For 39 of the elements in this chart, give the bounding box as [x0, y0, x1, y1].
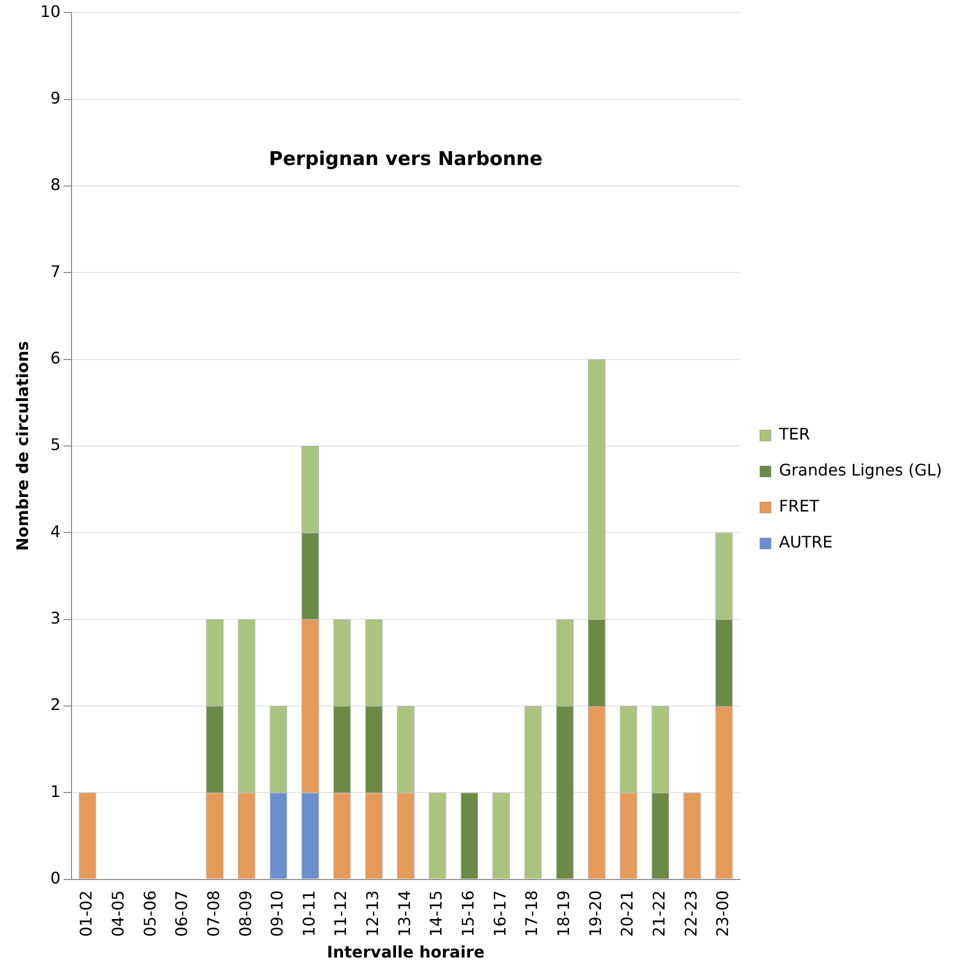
- x-tick-label: 05-06: [140, 890, 160, 937]
- y-tick-label: 3: [50, 608, 61, 628]
- y-tick-label: 10: [40, 2, 61, 21]
- x-tick-label: 20-21: [618, 890, 637, 937]
- y-tick-label: 8: [50, 175, 61, 194]
- legend-label: FRET: [778, 496, 820, 516]
- x-tick-label: 09-10: [268, 890, 287, 937]
- y-axis-title: Nombre de circulations: [12, 341, 32, 551]
- x-tick-label: 15-16: [458, 890, 478, 937]
- legend-label: Grandes Lignes (GL): [778, 460, 942, 480]
- x-tick-label: 11-12: [331, 890, 350, 937]
- y-tick-label: 4: [50, 522, 61, 541]
- x-tick-label: 18-19: [554, 890, 574, 937]
- x-tick-label: 01-02: [76, 890, 96, 937]
- x-tick-label: 23-00: [713, 890, 732, 937]
- legend-label: TER: [778, 424, 810, 444]
- x-axis-title: Intervalle horaire: [326, 942, 485, 962]
- x-tick-label: 06-07: [172, 890, 192, 937]
- y-tick-label: 7: [50, 262, 61, 281]
- legend-label: AUTRE: [778, 532, 833, 552]
- x-tick-label: 10-11: [299, 890, 318, 937]
- x-tick-label: 19-20: [586, 890, 605, 937]
- y-tick-label: 0: [50, 868, 61, 888]
- y-tick-label: 5: [50, 435, 61, 454]
- y-tick-label: 9: [50, 88, 61, 108]
- x-tick-label: 13-14: [394, 890, 414, 937]
- y-tick-label: 1: [50, 782, 61, 801]
- x-tick-label: 16-17: [490, 890, 510, 937]
- x-tick-label: 12-13: [363, 890, 382, 937]
- x-tick-label: 04-05: [108, 890, 128, 937]
- x-tick-label: 07-08: [204, 890, 223, 937]
- x-tick-label: 08-09: [236, 890, 255, 937]
- y-tick-label: 6: [50, 348, 61, 368]
- x-tick-label: 14-15: [426, 890, 446, 937]
- x-tick-label: 17-18: [522, 890, 542, 937]
- x-tick-label: 22-23: [681, 890, 700, 937]
- x-tick-label: 21-22: [650, 890, 669, 937]
- y-tick-label: 2: [50, 695, 61, 714]
- text: Perpignan vers Narbonne: [268, 148, 543, 170]
